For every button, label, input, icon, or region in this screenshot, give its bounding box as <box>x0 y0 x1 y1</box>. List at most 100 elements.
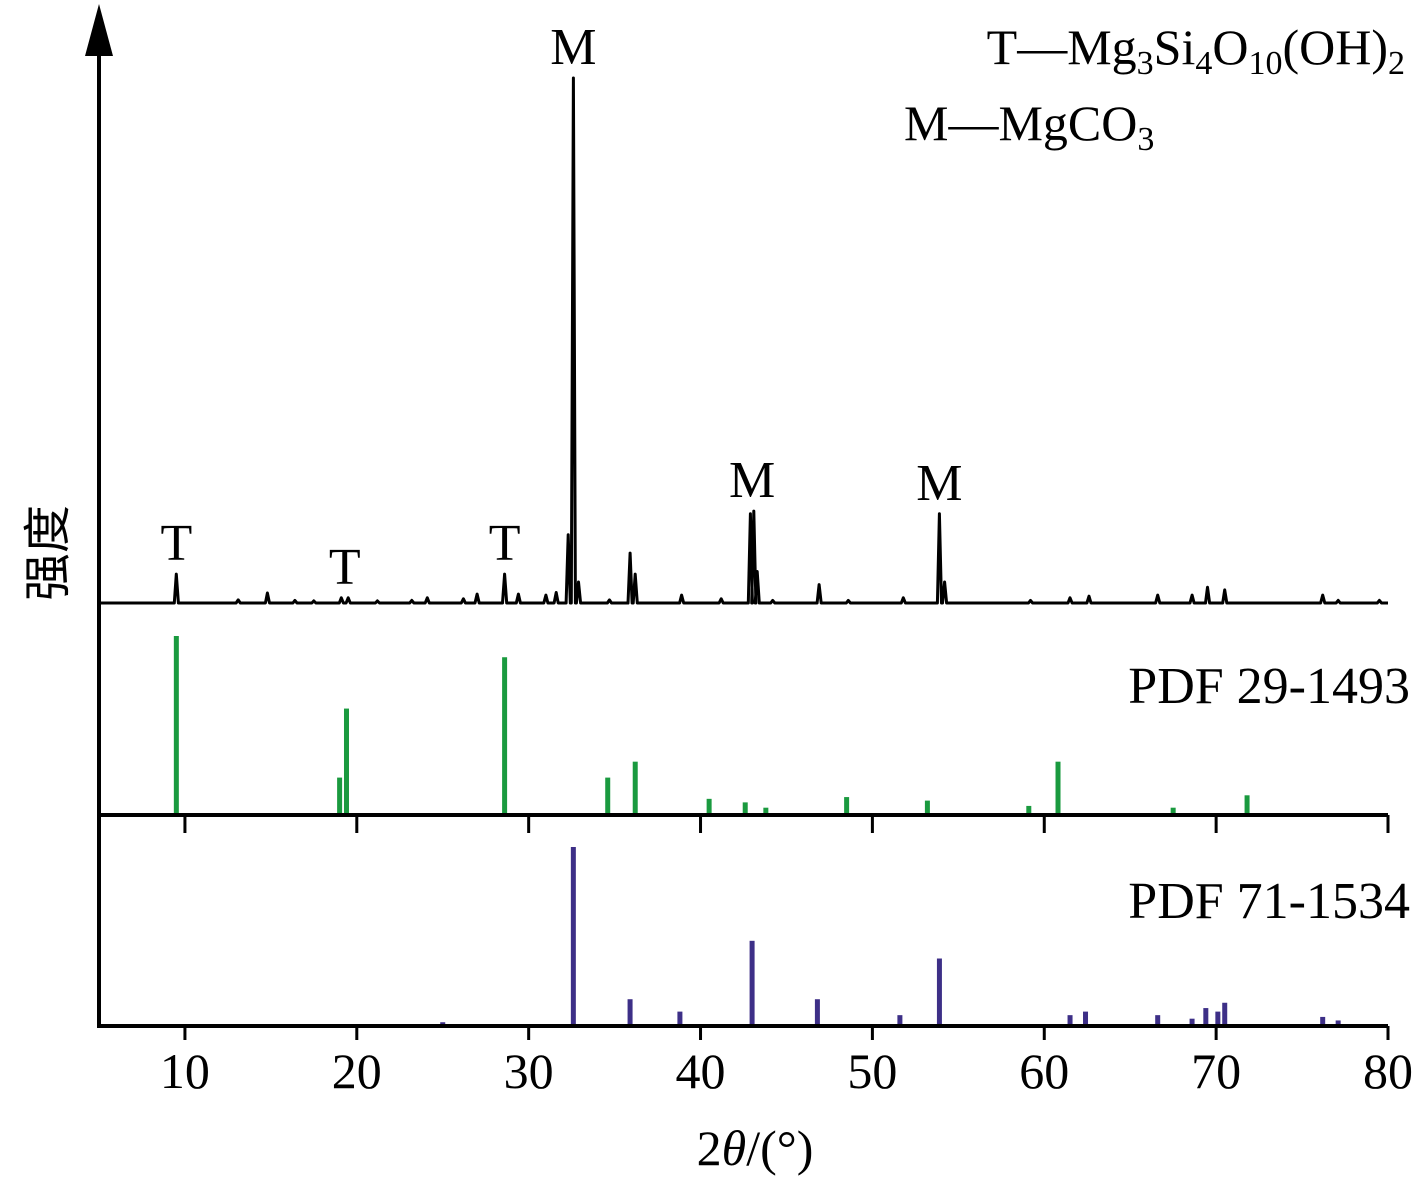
sample-trace-line <box>99 76 1388 605</box>
reference-stick <box>924 800 930 813</box>
x-tick-label: 20 <box>332 1043 382 1099</box>
sample-peak <box>943 581 946 583</box>
reference-stick <box>1055 761 1061 813</box>
sample-peak <box>902 597 904 599</box>
peak-annotation: T <box>329 539 361 596</box>
sample-peak <box>572 77 574 79</box>
reference-stick <box>605 777 611 813</box>
sample-peak <box>1088 595 1090 597</box>
sample-peak <box>1224 589 1226 591</box>
reference-stick <box>1170 807 1176 813</box>
x-tick-label: 70 <box>1191 1043 1241 1099</box>
sample-peak <box>517 593 519 595</box>
reference-stick <box>1155 1015 1161 1024</box>
reference-stick <box>337 777 343 813</box>
legend-dash-t: — <box>1016 19 1068 75</box>
sample-peak <box>294 599 296 601</box>
sample-annotations: T T T M M M <box>160 19 962 596</box>
reference-labels: PDF 29-1493 PDF 71-1534 <box>1128 658 1410 930</box>
sample-peak <box>608 599 611 601</box>
sample-peak <box>476 593 478 595</box>
reference-stick <box>706 798 712 813</box>
reference-stick <box>570 847 576 1024</box>
sample-peak <box>567 534 569 536</box>
x-ticks: 10 20 30 40 50 60 70 80 <box>160 1026 1413 1099</box>
sample-peak <box>772 599 774 601</box>
reference-stick <box>742 802 748 813</box>
y-axis-arrow <box>85 4 113 56</box>
sample-peak <box>313 600 315 602</box>
sample-peak <box>426 597 428 599</box>
legend: T—Mg3Si4O10(OH)2 M—MgCO3 <box>904 19 1405 158</box>
reference-stick <box>814 999 820 1024</box>
sample-peak <box>749 513 751 515</box>
reference-stick <box>1222 1002 1228 1024</box>
sample-peak <box>1322 594 1324 596</box>
reference-stick <box>1203 1008 1209 1024</box>
sample-peak <box>1337 599 1339 601</box>
sample-peak <box>1069 597 1071 599</box>
x-tick-label: 80 <box>1363 1043 1413 1099</box>
x-axis-label: 2θ/(°) <box>697 1120 814 1176</box>
divider-ticks <box>183 815 1390 833</box>
sample-peak <box>555 591 557 594</box>
reference-stick <box>936 958 942 1024</box>
peak-annotation: M <box>916 455 962 512</box>
sample-peak <box>634 573 636 575</box>
reference-stick <box>343 708 349 813</box>
legend-symbol-t: T <box>987 19 1018 75</box>
reference-stick <box>844 797 850 813</box>
sample-peak <box>266 592 269 594</box>
sample-peak <box>175 573 177 575</box>
legend-dash-m: — <box>947 95 999 151</box>
sample-trace <box>99 76 1388 605</box>
sample-peak <box>1378 599 1381 601</box>
reference-stick <box>440 1022 446 1024</box>
sample-peak <box>545 594 547 596</box>
x-tick-label: 50 <box>847 1043 897 1099</box>
sample-peak <box>376 600 379 602</box>
peak-annotation: M <box>729 452 775 509</box>
reference-stick <box>1335 1020 1341 1024</box>
sample-peak <box>504 573 506 575</box>
sample-peak <box>347 597 349 599</box>
reference-stick <box>763 807 769 813</box>
sample-peak <box>340 597 342 599</box>
sample-peak <box>237 599 239 601</box>
reference-stick <box>1026 805 1032 813</box>
reference-stick <box>1244 795 1250 813</box>
x-axis-label-suffix: /(°) <box>746 1120 813 1176</box>
sample-peak <box>847 599 849 601</box>
peak-annotation: T <box>489 515 521 572</box>
reference-stick <box>502 657 508 813</box>
reference-stick <box>897 1015 903 1024</box>
reference-sticks <box>173 636 1341 1024</box>
sample-peak <box>411 599 413 601</box>
sample-peak <box>753 510 755 512</box>
reference-label: PDF 71-1534 <box>1128 873 1410 930</box>
reference-stick <box>677 1011 683 1024</box>
legend-entry-m: M—MgCO3 <box>904 95 1154 158</box>
x-tick-label: 30 <box>504 1043 554 1099</box>
sample-peak <box>1206 586 1209 588</box>
reference-stick <box>1067 1015 1073 1024</box>
reference-stick <box>749 940 755 1024</box>
sample-peak <box>1157 594 1159 596</box>
axes <box>85 4 1388 1028</box>
sample-peak <box>681 594 683 596</box>
legend-entry-t: T—Mg3Si4O10(OH)2 <box>987 19 1405 82</box>
reference-stick <box>1189 1018 1195 1024</box>
reference-label: PDF 29-1493 <box>1128 658 1410 715</box>
sample-peak <box>1191 594 1193 596</box>
sample-peak <box>1029 599 1032 601</box>
reference-stick <box>173 636 179 813</box>
legend-symbol-m: M <box>904 95 948 151</box>
sample-peak <box>938 513 941 515</box>
sample-peak <box>818 584 820 586</box>
reference-stick <box>632 761 638 813</box>
peak-annotation: M <box>550 19 596 76</box>
sample-peak <box>629 552 631 554</box>
x-axis-label-prefix: 2 <box>697 1120 722 1176</box>
reference-stick <box>1320 1016 1326 1024</box>
